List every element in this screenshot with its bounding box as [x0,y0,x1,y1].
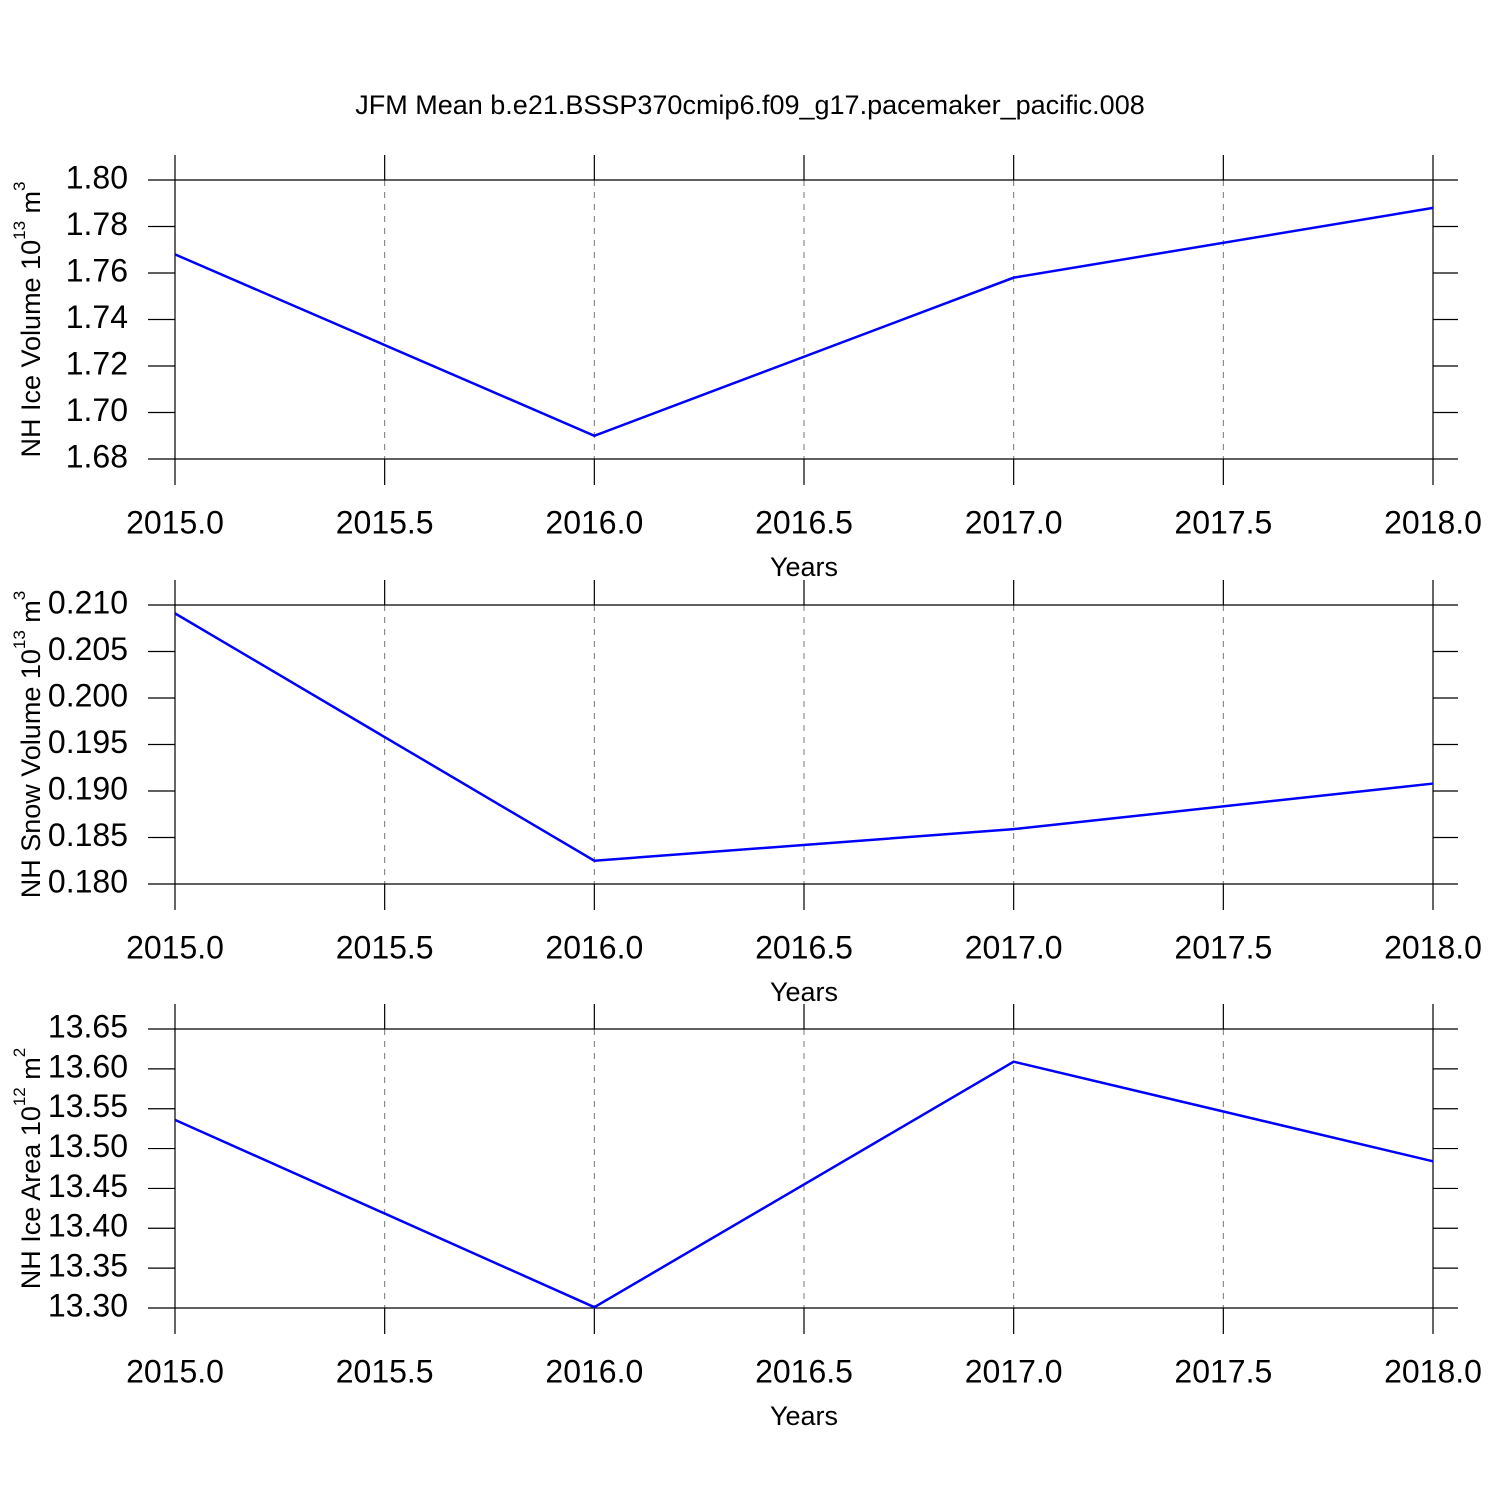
y-tick-label: 0.180 [48,863,128,899]
y-axis-label-part: m [16,1057,46,1087]
y-tick-label: 0.185 [48,817,128,853]
y-tick-label: 1.72 [66,345,128,381]
y-axis-label-part: m [16,191,46,221]
y-tick-label: 0.205 [48,631,128,667]
y-axis-label-part: NH Ice Volume 10 [16,240,46,458]
y-axis-label-superscript: 13 [10,630,29,649]
y-tick-label: 0.195 [48,724,128,760]
x-tick-label: 2016.5 [755,504,853,540]
x-axis-label: Years [770,552,838,582]
x-tick-label: 2016.5 [755,1353,853,1389]
y-tick-label: 0.210 [48,584,128,620]
x-tick-label: 2017.5 [1174,504,1272,540]
y-axis-label-superscript: 2 [10,1048,29,1057]
x-tick-label: 2017.0 [965,929,1063,965]
data-line [174,612,1434,863]
y-axis-label-superscript: 12 [10,1087,29,1106]
x-tick-label: 2016.0 [545,1353,643,1389]
y-tick-label: 13.55 [48,1088,128,1124]
x-tick-label: 2015.5 [336,1353,434,1389]
y-axis-label-part: m [16,600,46,630]
y-tick-label: 1.70 [66,392,128,428]
y-tick-label: 13.60 [48,1048,128,1084]
x-tick-label: 2018.0 [1384,504,1482,540]
y-tick-label: 1.78 [66,206,128,242]
x-tick-label: 2017.5 [1174,929,1272,965]
x-tick-label: 2015.5 [336,929,434,965]
y-axis-label-part: NH Snow Volume 10 [16,649,46,898]
x-axis-label: Years [770,1401,838,1431]
x-tick-label: 2015.0 [126,929,224,965]
y-tick-label: 1.74 [66,299,128,335]
y-tick-label: 13.65 [48,1008,128,1044]
x-tick-label: 2017.0 [965,504,1063,540]
y-tick-label: 13.40 [48,1208,128,1244]
y-tick-label: 13.30 [48,1287,128,1323]
x-tick-label: 2018.0 [1384,929,1482,965]
x-tick-label: 2015.5 [336,504,434,540]
y-tick-label: 13.50 [48,1128,128,1164]
y-axis-label-superscript: 13 [10,221,29,240]
x-tick-label: 2015.0 [126,504,224,540]
y-tick-label: 13.35 [48,1248,128,1284]
y-axis-label: NH Ice Volume 1013 m3 [10,182,46,458]
data-line [174,206,1434,438]
y-tick-label: 1.68 [66,438,128,474]
x-tick-label: 2017.5 [1174,1353,1272,1389]
x-tick-label: 2016.5 [755,929,853,965]
y-tick-label: 1.76 [66,252,128,288]
y-axis-label-superscript: 3 [10,182,29,191]
y-axis-label: NH Ice Area 1012 m2 [10,1048,46,1289]
x-axis-label: Years [770,977,838,1007]
y-axis-label: NH Snow Volume 1013 m3 [10,591,46,899]
y-axis-label-part: NH Ice Area 10 [16,1106,46,1289]
figure-title: JFM Mean b.e21.BSSP370cmip6.f09_g17.pace… [355,90,1144,120]
y-tick-label: 0.190 [48,770,128,806]
x-tick-label: 2016.0 [545,929,643,965]
x-tick-label: 2015.0 [126,1353,224,1389]
y-axis-label-superscript: 3 [10,591,29,600]
y-tick-label: 13.45 [48,1168,128,1204]
y-tick-label: 0.200 [48,677,128,713]
x-tick-label: 2016.0 [545,504,643,540]
x-tick-label: 2017.0 [965,1353,1063,1389]
y-tick-label: 1.80 [66,159,128,195]
x-tick-label: 2018.0 [1384,1353,1482,1389]
data-line [174,1060,1434,1309]
